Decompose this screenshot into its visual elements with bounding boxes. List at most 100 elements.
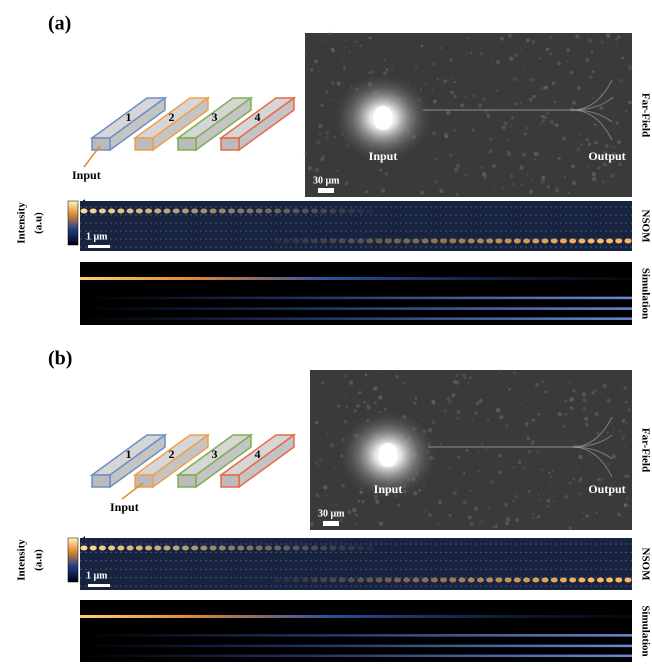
nsom-spot bbox=[431, 578, 438, 583]
nsom-spot bbox=[625, 578, 632, 583]
speckle bbox=[375, 500, 379, 504]
speckle bbox=[321, 381, 325, 385]
speckle bbox=[589, 454, 591, 456]
speckle bbox=[381, 188, 385, 192]
speckle bbox=[515, 102, 518, 105]
speckle bbox=[448, 401, 452, 405]
speckle bbox=[569, 397, 573, 401]
speckle bbox=[313, 170, 315, 172]
speckle bbox=[601, 41, 604, 44]
nsom-spot bbox=[422, 578, 429, 583]
speckle bbox=[567, 60, 569, 62]
speckle bbox=[511, 437, 513, 439]
speckle bbox=[464, 173, 468, 177]
speckle bbox=[366, 405, 370, 409]
speckle bbox=[582, 392, 587, 397]
colorbar-title: Intensity bbox=[16, 539, 28, 581]
nsom-spot bbox=[219, 546, 226, 551]
nsom-spot bbox=[311, 546, 318, 551]
speckle bbox=[510, 174, 514, 178]
nsom-spot bbox=[154, 546, 161, 551]
nsom-spot bbox=[311, 578, 318, 583]
nsom-spot bbox=[376, 578, 383, 583]
speckle bbox=[354, 40, 357, 43]
speckle bbox=[553, 124, 555, 126]
nsom-spot bbox=[256, 546, 263, 551]
speckle bbox=[623, 446, 625, 448]
speckle bbox=[316, 140, 321, 145]
speckle bbox=[360, 45, 362, 47]
speckle bbox=[502, 126, 506, 130]
speckle bbox=[531, 179, 533, 181]
speckle bbox=[605, 144, 609, 148]
speckle bbox=[552, 82, 555, 85]
speckle bbox=[346, 406, 349, 409]
speckle bbox=[583, 398, 587, 402]
speckle bbox=[490, 480, 494, 484]
speckle bbox=[341, 484, 345, 488]
speckle bbox=[529, 78, 533, 82]
side-label: NSOM bbox=[639, 210, 651, 244]
speckle bbox=[606, 399, 610, 403]
speckle bbox=[404, 383, 406, 385]
nsom-spot bbox=[403, 239, 410, 244]
speckle bbox=[491, 58, 493, 60]
speckle bbox=[529, 190, 533, 194]
nsom-spot bbox=[173, 546, 180, 551]
nsom-spot bbox=[293, 546, 300, 551]
speckle bbox=[371, 70, 375, 74]
speckle bbox=[344, 394, 346, 396]
waveguide-number: 1 bbox=[126, 447, 132, 461]
speckle bbox=[528, 490, 531, 493]
nsom-scale-bar bbox=[88, 245, 110, 248]
speckle bbox=[428, 513, 431, 516]
speckle bbox=[572, 101, 576, 105]
speckle bbox=[592, 177, 596, 181]
speckle bbox=[431, 89, 434, 92]
speckle bbox=[616, 44, 618, 46]
speckle bbox=[504, 121, 508, 125]
speckle bbox=[539, 57, 541, 59]
speckle bbox=[344, 47, 346, 49]
speckle bbox=[595, 389, 597, 391]
nsom-spot bbox=[311, 239, 318, 244]
nsom-spot bbox=[366, 546, 373, 551]
speckle bbox=[333, 136, 336, 139]
speckle bbox=[468, 516, 472, 520]
speckle bbox=[482, 98, 485, 101]
speckle bbox=[421, 420, 423, 422]
nsom-spot bbox=[311, 209, 318, 214]
nsom-spot bbox=[228, 546, 235, 551]
far-field-scale-bar bbox=[323, 521, 339, 526]
speckle bbox=[529, 98, 533, 102]
speckle bbox=[580, 134, 582, 136]
nsom-spot bbox=[219, 209, 226, 214]
speckle bbox=[469, 522, 473, 526]
speckle bbox=[619, 430, 622, 433]
speckle bbox=[378, 395, 382, 399]
nsom-spot bbox=[542, 239, 549, 244]
nsom-spot bbox=[412, 578, 419, 583]
speckle bbox=[591, 172, 596, 177]
nsom-spot bbox=[366, 239, 373, 244]
speckle bbox=[525, 422, 529, 426]
speckle bbox=[589, 76, 593, 80]
far-field-scale-label: 30 μm bbox=[318, 508, 345, 519]
speckle bbox=[627, 408, 631, 412]
speckle bbox=[607, 432, 609, 434]
speckle bbox=[304, 152, 307, 155]
nsom-spot bbox=[136, 546, 143, 551]
nsom-spot bbox=[302, 578, 309, 583]
speckle bbox=[548, 471, 551, 474]
nsom-spot bbox=[339, 546, 346, 551]
speckle bbox=[311, 396, 313, 398]
speckle bbox=[456, 374, 460, 378]
colorbar bbox=[68, 538, 78, 582]
speckle bbox=[541, 115, 545, 119]
speckle bbox=[616, 41, 618, 43]
nsom-image bbox=[80, 538, 632, 590]
speckle bbox=[617, 513, 621, 517]
speckle bbox=[450, 77, 452, 79]
speckle bbox=[355, 514, 358, 517]
speckle bbox=[319, 132, 321, 134]
